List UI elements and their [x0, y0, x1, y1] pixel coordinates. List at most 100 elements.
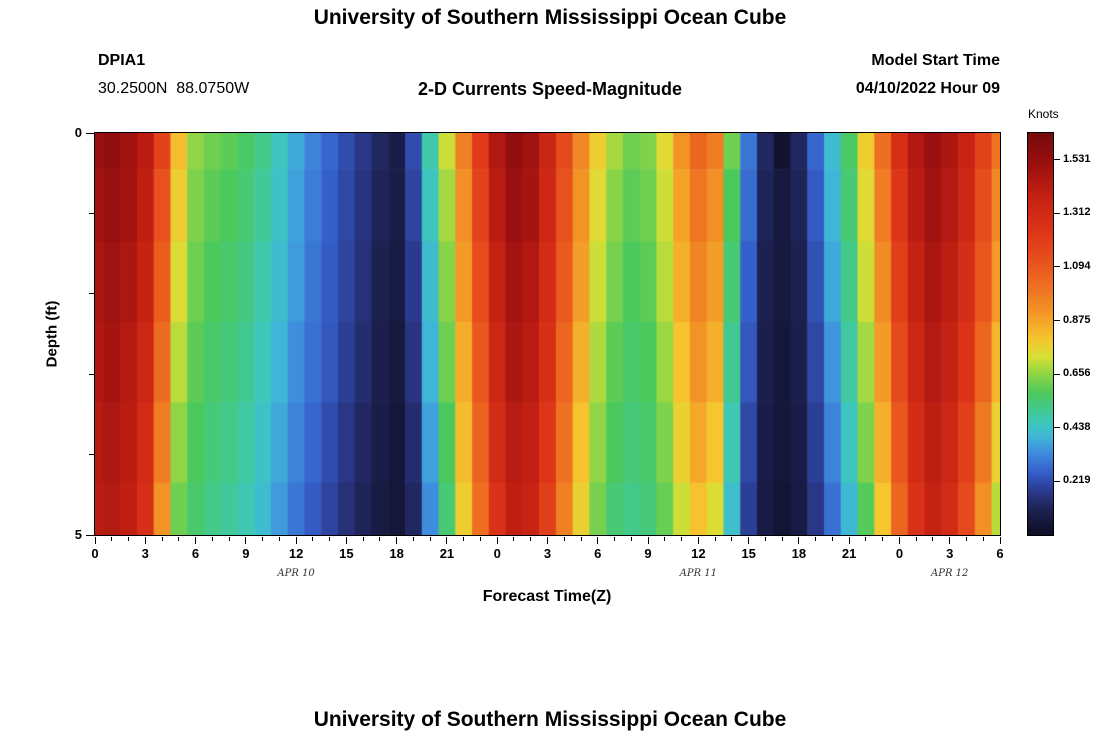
x-tick-label: 12	[288, 546, 304, 561]
x-minor-tick	[362, 537, 364, 541]
colorbar	[1027, 132, 1054, 536]
x-major-tick	[898, 537, 900, 544]
x-major-tick	[345, 537, 347, 544]
x-tick-label: 9	[242, 546, 250, 561]
x-minor-tick	[513, 537, 515, 541]
station-coordinates: 30.2500N 88.0750W	[98, 80, 250, 97]
x-tick-label: 3	[946, 546, 954, 561]
x-tick-label: 6	[996, 546, 1004, 561]
x-tick-label: 0	[493, 546, 501, 561]
x-minor-tick	[211, 537, 213, 541]
x-major-tick	[748, 537, 750, 544]
x-major-tick	[848, 537, 850, 544]
x-tick-label: 0	[91, 546, 99, 561]
x-minor-tick	[178, 537, 180, 541]
x-major-tick	[446, 537, 448, 544]
x-minor-tick	[563, 537, 565, 541]
x-minor-tick	[664, 537, 666, 541]
x-major-tick	[195, 537, 197, 544]
colorbar-tick-label: 0.219	[1063, 474, 1091, 487]
x-minor-tick	[228, 537, 230, 541]
x-major-tick	[999, 537, 1001, 544]
x-minor-tick	[965, 537, 967, 541]
x-minor-tick	[681, 537, 683, 541]
colorbar-tick-label: 1.531	[1063, 152, 1091, 165]
x-major-tick	[697, 537, 699, 544]
chart-subtitle: 2-D Currents Speed-Magnitude	[417, 79, 683, 99]
model-start-time-value: 04/10/2022 Hour 09	[855, 80, 1000, 97]
x-minor-tick	[815, 537, 817, 541]
x-minor-tick	[764, 537, 766, 541]
x-minor-tick	[982, 537, 984, 541]
x-minor-tick	[614, 537, 616, 541]
colorbar-tick-label: 1.312	[1063, 206, 1091, 219]
x-date-label: APR 11	[679, 568, 718, 579]
x-minor-tick	[429, 537, 431, 541]
next-chart-title: University of Southern Mississippi Ocean…	[313, 708, 787, 731]
x-minor-tick	[630, 537, 632, 541]
model-start-time-label: Model Start Time	[871, 52, 1000, 69]
x-major-tick	[295, 537, 297, 544]
x-minor-tick	[530, 537, 532, 541]
colorbar-tick	[1054, 320, 1060, 322]
x-minor-tick	[312, 537, 314, 541]
x-tick-label: 6	[191, 546, 200, 561]
x-tick-label: 18	[791, 546, 807, 561]
x-minor-tick	[128, 537, 130, 541]
colorbar-units-label: Knots	[1028, 107, 1059, 121]
x-major-tick	[245, 537, 247, 544]
colorbar-tick	[1054, 373, 1060, 375]
x-date-label: APR 12	[931, 568, 969, 579]
y-axis-label: Depth (ft)	[43, 300, 61, 368]
x-tick-label: 15	[339, 546, 354, 561]
x-minor-tick	[882, 537, 884, 541]
x-tick-label: 21	[841, 546, 857, 561]
y-tick-label: 5	[74, 527, 82, 542]
x-axis-label: Forecast Time(Z)	[482, 588, 612, 605]
x-major-tick	[396, 537, 398, 544]
colorbar-tick-label: 1.094	[1063, 259, 1091, 272]
x-tick-label: 3	[543, 546, 552, 561]
x-tick-label: 18	[389, 546, 404, 561]
x-minor-tick	[932, 537, 934, 541]
x-tick-label: 12	[691, 546, 706, 561]
colorbar-tick	[1054, 480, 1060, 482]
x-minor-tick	[580, 537, 582, 541]
colorbar-tick	[1054, 212, 1060, 214]
y-major-tick	[86, 534, 94, 536]
y-tick-label: 0	[74, 125, 82, 140]
x-major-tick	[798, 537, 800, 544]
x-minor-tick	[781, 537, 783, 541]
page-title: University of Southern Mississippi Ocean…	[313, 6, 787, 29]
x-major-tick	[496, 537, 498, 544]
y-minor-tick	[89, 212, 94, 214]
x-major-tick	[94, 537, 96, 544]
y-minor-tick	[89, 293, 94, 295]
x-minor-tick	[278, 537, 280, 541]
x-tick-label: 6	[594, 546, 602, 561]
heatmap-plot-area	[94, 132, 1001, 536]
x-minor-tick	[463, 537, 465, 541]
colorbar-canvas	[1028, 133, 1053, 535]
colorbar-tick-label: 0.656	[1063, 367, 1091, 380]
colorbar-tick	[1054, 266, 1060, 268]
x-tick-label: 0	[895, 546, 904, 561]
colorbar-tick	[1054, 159, 1060, 161]
x-minor-tick	[262, 537, 264, 541]
y-major-tick	[86, 132, 94, 134]
x-date-label: APR 10	[277, 568, 315, 579]
x-minor-tick	[479, 537, 481, 541]
x-major-tick	[144, 537, 146, 544]
x-minor-tick	[379, 537, 381, 541]
x-minor-tick	[329, 537, 331, 541]
heatmap-canvas	[95, 133, 1000, 535]
x-minor-tick	[412, 537, 414, 541]
x-minor-tick	[714, 537, 716, 541]
colorbar-tick-label: 0.875	[1063, 313, 1091, 326]
x-minor-tick	[161, 537, 163, 541]
x-major-tick	[949, 537, 951, 544]
x-tick-label: 21	[439, 546, 455, 561]
x-minor-tick	[865, 537, 867, 541]
station-id: DPIA1	[98, 52, 146, 69]
colorbar-tick	[1054, 427, 1060, 429]
